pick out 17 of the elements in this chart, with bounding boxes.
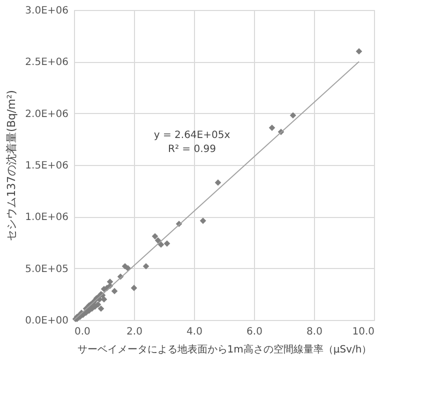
y-tick-label: 2.5E+06 bbox=[25, 57, 68, 68]
annotation: R² = 0.99 bbox=[168, 144, 216, 155]
y-tick-label: 1.5E+06 bbox=[25, 160, 68, 172]
x-tick-label: 0.0 bbox=[74, 326, 90, 338]
y-tick-label: 3.0E+06 bbox=[25, 6, 68, 16]
annotation: y = 2.64E+05x bbox=[154, 130, 230, 141]
y-tick-label: 2.0E+06 bbox=[25, 108, 68, 120]
y-tick-label: 0.0E+00 bbox=[25, 316, 68, 326]
y-tick-label: 1.0E+06 bbox=[25, 212, 68, 224]
y-tick-label: 5.0E+05 bbox=[25, 264, 68, 275]
x-tick-label: 2.0 bbox=[126, 326, 142, 338]
x-tick-label: 8.0 bbox=[306, 326, 322, 338]
x-axis-title: サーベイメータによる地表面から1m高さの空間線量率（μSv/h） bbox=[77, 344, 372, 356]
y-axis-title: セシウム137の沈着量(Bq/m²) bbox=[5, 90, 18, 241]
x-tick-label: 10.0 bbox=[352, 326, 374, 338]
x-tick-label: 6.0 bbox=[246, 326, 262, 338]
x-tick-label: 4.0 bbox=[186, 326, 202, 338]
